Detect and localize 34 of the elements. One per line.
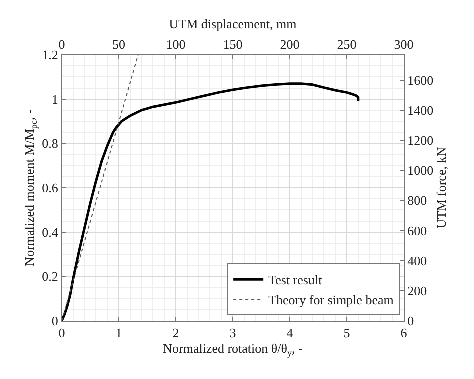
y2-tick-label: 1200: [408, 133, 434, 148]
x2-tick-label: 100: [166, 36, 186, 52]
legend-label: Test result: [268, 272, 323, 288]
y2-tick-label: 200: [408, 283, 428, 298]
x2-tick-label: 200: [280, 36, 300, 52]
x2-axis-title: UTM displacement, mm: [169, 16, 297, 32]
x2-tick-label: 150: [223, 36, 243, 52]
x-tick-label: 6: [400, 326, 408, 341]
line-series: [62, 82, 360, 321]
y-tick-label: 0.2: [42, 269, 58, 284]
x2-tick-label: 300: [394, 36, 414, 52]
y-tick-label: 0: [52, 314, 58, 329]
y2-tick-label: 0: [408, 314, 414, 329]
y-tick-label: 1: [52, 92, 58, 107]
y2-tick-label: 1000: [408, 163, 434, 178]
y-tick-label: 0.4: [42, 224, 59, 240]
x2-tick-label: 50: [112, 36, 126, 52]
y2-tick-label: 1400: [408, 102, 434, 118]
x-tick-label: 1: [116, 326, 122, 341]
x-tick-label: 3: [230, 326, 236, 341]
y2-tick-label: 400: [408, 253, 428, 268]
legend-label: Theory for simple beam: [268, 292, 394, 308]
y-tick-label: 0.8: [42, 136, 58, 152]
x2-tick-label: 250: [337, 36, 357, 52]
x-axis-title: Normalized rotation θ/θ$_{y}$, -: [163, 341, 303, 358]
y2-tick-label: 800: [408, 193, 428, 208]
y-tick-label: 0.6: [42, 180, 59, 196]
y2-axis-title: UTM force, kN: [434, 146, 450, 229]
x-tick-label: 4: [286, 326, 294, 341]
y2-tick-label: 600: [408, 223, 428, 238]
x-tick-label: 5: [344, 326, 350, 341]
y2-tick-label: 1600: [408, 72, 434, 88]
x-tick-label: 2: [172, 326, 180, 341]
y-tick-label: 1.2: [42, 48, 58, 63]
